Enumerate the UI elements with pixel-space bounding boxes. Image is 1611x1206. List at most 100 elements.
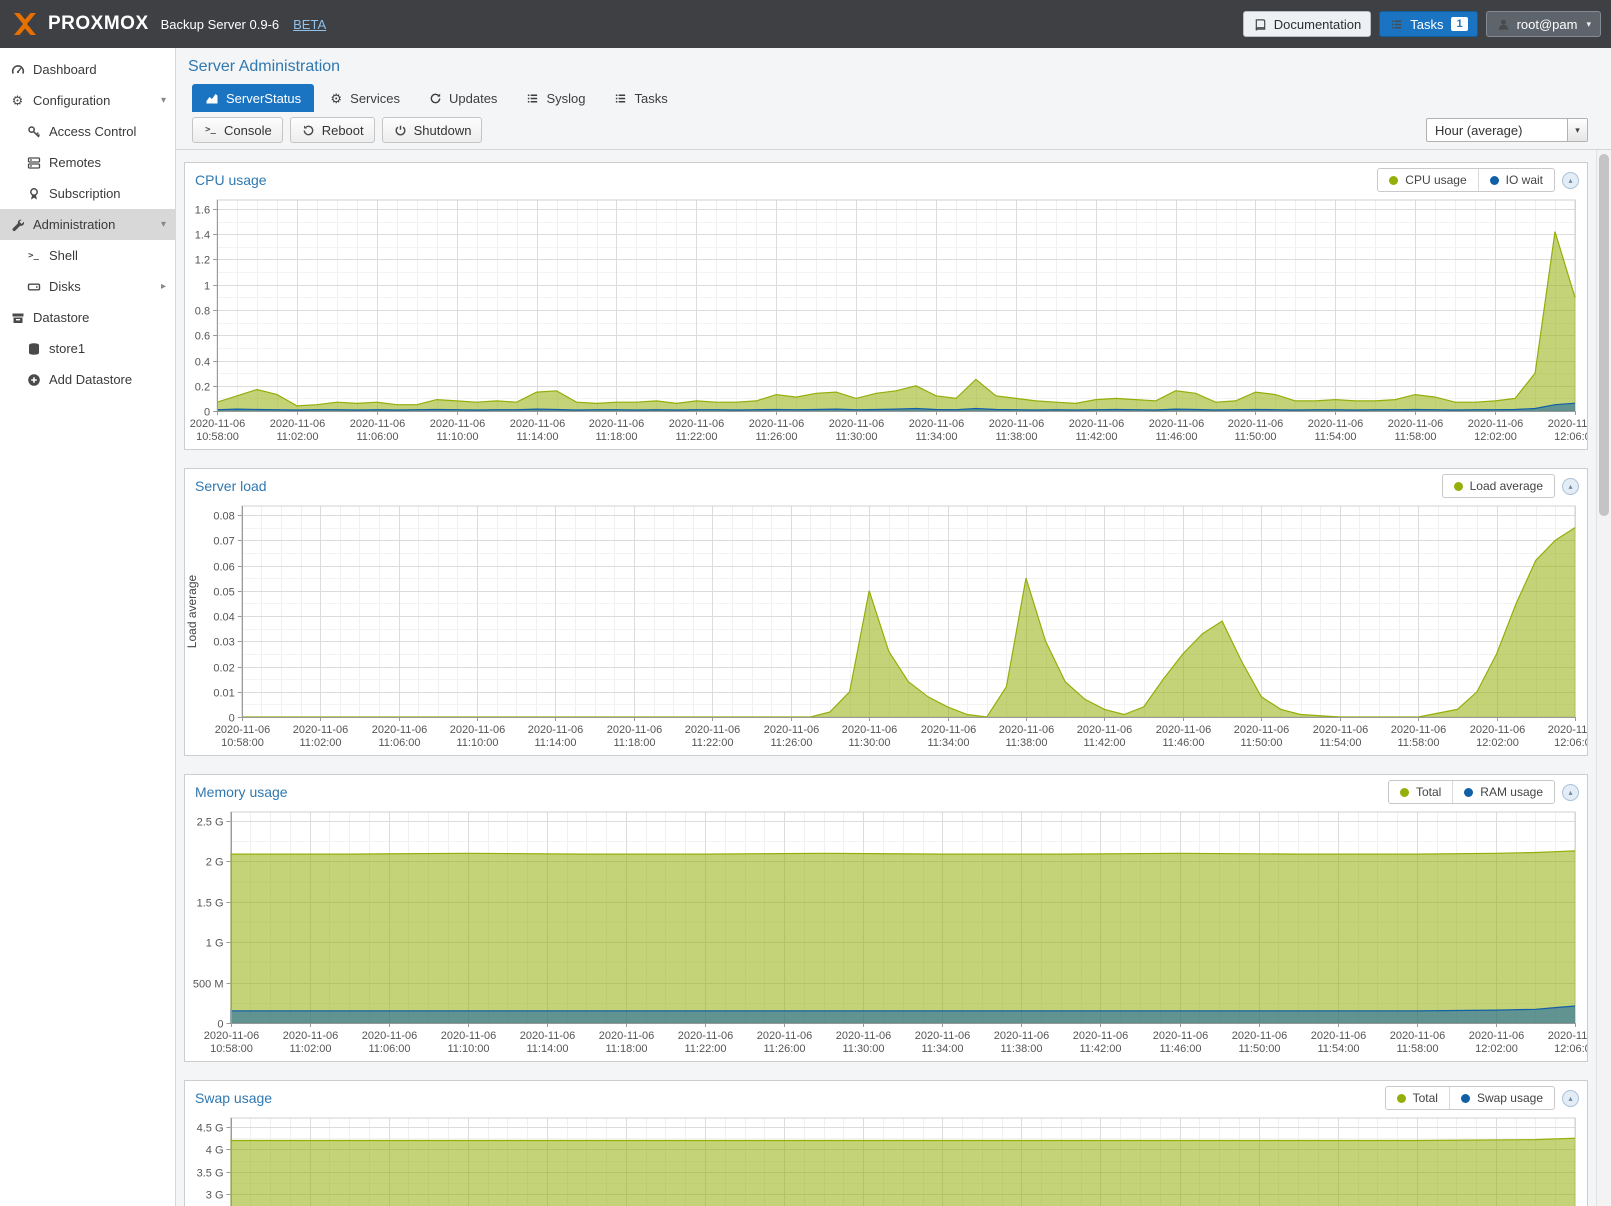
reboot-button[interactable]: Reboot [289, 117, 375, 143]
tab-tasks[interactable]: Tasks [600, 84, 680, 112]
sidebar-item-subscription[interactable]: Subscription [0, 178, 175, 209]
tab-services[interactable]: ⚙ Services [316, 84, 413, 112]
tab-label: Tasks [634, 90, 668, 106]
chevron-down-icon[interactable]: ▾ [160, 219, 166, 230]
svg-text:11:46:00: 11:46:00 [1162, 737, 1204, 749]
time-interval-value: Hour (average) [1435, 122, 1523, 138]
svg-text:11:26:00: 11:26:00 [755, 431, 797, 443]
chart-legend: CPU usage IO wait [1377, 168, 1555, 192]
time-interval-select[interactable]: Hour (average) ▾ [1426, 118, 1588, 142]
svg-text:0: 0 [217, 1019, 223, 1031]
tab-syslog[interactable]: Syslog [512, 84, 598, 112]
power-icon [393, 124, 408, 137]
svg-text:2020-11-06: 2020-11-06 [1313, 724, 1368, 736]
legend-label: RAM usage [1480, 785, 1543, 799]
svg-text:12:02:00: 12:02:00 [1474, 431, 1517, 443]
svg-text:11:18:00: 11:18:00 [595, 431, 637, 443]
tab-label: Syslog [546, 90, 586, 106]
svg-text:2020-11-06: 2020-11-06 [607, 724, 662, 736]
svg-text:11:26:00: 11:26:00 [770, 737, 812, 749]
svg-text:2020-11-06: 2020-11-06 [350, 418, 405, 430]
documentation-button[interactable]: Documentation [1242, 11, 1372, 37]
tab-label: ServerStatus [226, 90, 302, 106]
legend-label: Load average [1469, 479, 1543, 493]
svg-text:2020-11-06: 2020-11-06 [999, 724, 1054, 736]
list-icon [525, 91, 539, 105]
legend-swap-usage[interactable]: Swap usage [1448, 1087, 1554, 1109]
tabbar: ServerStatus ⚙ Services Updates Sysl [192, 84, 1611, 112]
collapse-panel-button[interactable]: ▴ [1562, 783, 1579, 801]
svg-text:11:14:00: 11:14:00 [526, 1043, 568, 1055]
tab-updates[interactable]: Updates [415, 84, 510, 112]
brand: PROXMOX Backup Server 0.9-6 BETA [10, 9, 326, 39]
collapse-panel-button[interactable]: ▴ [1562, 477, 1579, 495]
legend-ram-usage[interactable]: RAM usage [1452, 781, 1554, 803]
sidebar-item-shell[interactable]: >_ Shell [0, 240, 175, 271]
svg-text:0.03: 0.03 [213, 637, 234, 649]
chevron-right-icon[interactable]: ▸ [160, 281, 166, 292]
tab-serverstatus[interactable]: ServerStatus [192, 84, 315, 112]
svg-text:11:54:00: 11:54:00 [1319, 737, 1361, 749]
sidebar-item-administration[interactable]: Administration ▾ [0, 209, 175, 240]
app-header: PROXMOX Backup Server 0.9-6 BETA Documen… [0, 0, 1611, 48]
sidebar-item-disks[interactable]: Disks ▸ [0, 271, 175, 302]
svg-text:12:06:00: 12:06:00 [1554, 1043, 1588, 1055]
svg-text:11:30:00: 11:30:00 [848, 737, 890, 749]
legend-dot-green [1453, 481, 1463, 491]
svg-text:11:14:00: 11:14:00 [534, 737, 576, 749]
area-chart-icon [205, 91, 219, 105]
sidebar-item-label: Remotes [49, 155, 102, 170]
svg-text:2020-11-06: 2020-11-06 [915, 1030, 970, 1042]
legend-dot-green [1399, 787, 1409, 797]
collapse-panel-button[interactable]: ▴ [1562, 1089, 1579, 1107]
user-menu-button[interactable]: root@pam ▾ [1485, 11, 1601, 37]
panel-header: Swap usage Total Swap usage ▴ [185, 1081, 1587, 1115]
svg-text:2020-11-06: 2020-11-06 [1073, 1030, 1128, 1042]
legend-dot-blue [1489, 175, 1499, 185]
sidebar-item-add-datastore[interactable]: Add Datastore [0, 364, 175, 395]
svg-text:2020-11-06: 2020-11-06 [749, 418, 804, 430]
svg-text:2020-11-06: 2020-11-06 [829, 418, 884, 430]
svg-text:2020-11-06: 2020-11-06 [190, 418, 245, 430]
tasks-button[interactable]: Tasks 1 [1379, 11, 1478, 37]
shutdown-button[interactable]: Shutdown [381, 117, 483, 143]
legend-io-wait[interactable]: IO wait [1477, 169, 1554, 191]
brand-name: PROXMOX [48, 13, 149, 34]
sidebar-item-access-control[interactable]: Access Control [0, 116, 175, 147]
refresh-icon [428, 91, 442, 105]
svg-text:2020-11-06: 2020-11-06 [1469, 1030, 1524, 1042]
svg-text:0.07: 0.07 [213, 536, 234, 548]
legend-total[interactable]: Total [1389, 781, 1452, 803]
gears-icon: ⚙ [11, 93, 24, 108]
legend-total[interactable]: Total [1386, 1087, 1449, 1109]
beta-link[interactable]: BETA [293, 16, 327, 32]
sidebar-item-remotes[interactable]: Remotes [0, 147, 175, 178]
vertical-scrollbar[interactable] [1596, 150, 1611, 1206]
plus-circle-icon [26, 373, 41, 387]
legend-load-average[interactable]: Load average [1443, 475, 1554, 497]
database-icon [26, 342, 41, 356]
sidebar-item-label: store1 [49, 341, 86, 356]
chevron-down-icon[interactable]: ▾ [160, 95, 166, 106]
sidebar-item-dashboard[interactable]: Dashboard [0, 54, 175, 85]
user-label: root@pam [1516, 16, 1578, 32]
svg-text:2020-11-06: 2020-11-06 [669, 418, 724, 430]
console-button[interactable]: >_ Console [192, 117, 283, 143]
svg-text:11:10:00: 11:10:00 [436, 431, 478, 443]
svg-text:11:50:00: 11:50:00 [1240, 737, 1282, 749]
svg-text:11:30:00: 11:30:00 [842, 1043, 884, 1055]
sidebar-item-label: Configuration [33, 93, 111, 108]
scrollbar-thumb[interactable] [1599, 154, 1609, 516]
sidebar-item-store1[interactable]: store1 [0, 333, 175, 364]
svg-text:2020-11-06: 2020-11-06 [599, 1030, 654, 1042]
collapse-panel-button[interactable]: ▴ [1562, 171, 1579, 189]
svg-text:0.05: 0.05 [213, 587, 234, 599]
legend-cpu-usage[interactable]: CPU usage [1378, 169, 1477, 191]
chevron-down-icon[interactable]: ▾ [1567, 119, 1587, 141]
svg-text:0.2: 0.2 [195, 382, 210, 394]
panel-title: Memory usage [195, 784, 288, 800]
sidebar-item-configuration[interactable]: ⚙ Configuration ▾ [0, 85, 175, 116]
svg-text:3 G: 3 G [206, 1190, 224, 1202]
sidebar-item-datastore[interactable]: Datastore [0, 302, 175, 333]
